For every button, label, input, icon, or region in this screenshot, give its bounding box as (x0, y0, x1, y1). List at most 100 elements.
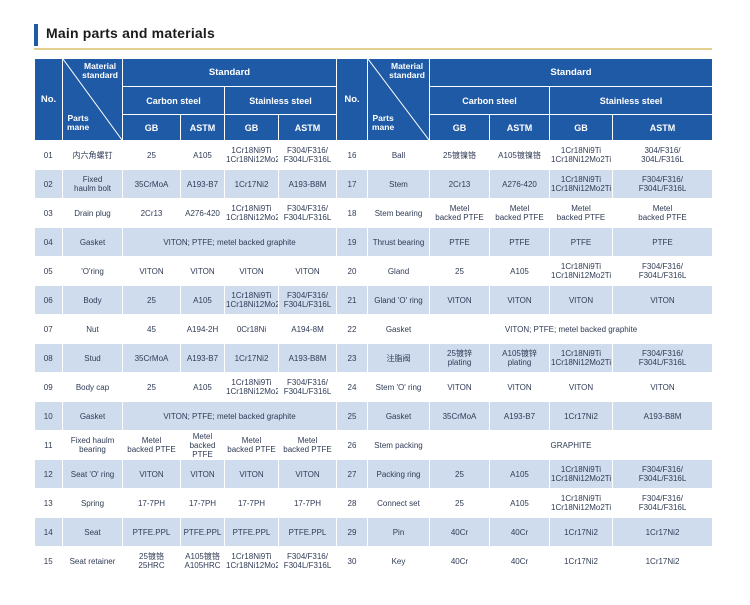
part-number: 14 (34, 517, 63, 547)
page-title: Main parts and materials (46, 25, 215, 41)
material-merged: VITON; PTFE; metel backed graphite (122, 227, 337, 257)
material-carbon-gb: PTFE.PPL (122, 517, 181, 547)
material-carbon-gb: 25镀镍铬 (429, 140, 490, 170)
part-name: Pin (367, 517, 430, 547)
diagonal-line (63, 59, 122, 140)
material-carbon-gb: VITON (429, 285, 490, 315)
material-stainless-astm: F304/F316/ F304L/F316L (612, 343, 713, 373)
part-number: 08 (34, 343, 63, 373)
material-carbon-astm: VITON (180, 256, 225, 286)
part-number: 25 (336, 401, 368, 431)
material-stainless-gb: Metel backed PTFE (224, 430, 279, 460)
material-carbon-astm: A194-2H (180, 314, 225, 344)
material-stainless-astm: VITON (612, 285, 713, 315)
material-carbon-astm: A105镀镍铬 (489, 140, 550, 170)
material-stainless-astm: A193-B8M (612, 401, 713, 431)
material-stainless-astm: A193-B8M (278, 169, 337, 199)
material-carbon-gb: 35CrMoA (122, 169, 181, 199)
material-stainless-gb: 1Cr18Ni9Ti 1Cr18Ni12Mo2Ti (549, 459, 613, 489)
material-stainless-astm: F304/F316/ F304L/F316L (278, 546, 337, 576)
diagonal-line (368, 59, 429, 140)
part-number: 20 (336, 256, 368, 286)
material-stainless-astm: A193-B8M (278, 343, 337, 373)
part-number: 22 (336, 314, 368, 344)
material-merged: VITON; PTFE; metel backed graphite (122, 401, 337, 431)
part-number: 11 (34, 430, 63, 460)
table-row: 04 Gasket VITON; PTFE; metel backed graphi… (34, 227, 713, 257)
material-carbon-astm: PTFE (489, 227, 550, 257)
table-row: 08 Stud 35CrMoA A193-B7 1Cr17Ni2 A193-B8M 23 注脂… (34, 343, 713, 373)
table-row: 13 Spring 17-7PH 17-7PH 17-7PH 17-7PH 28 Connec… (34, 488, 713, 518)
part-name: 内六角螺钉 (62, 140, 123, 170)
part-number: 29 (336, 517, 368, 547)
title-accent-bar (34, 24, 38, 46)
material-carbon-astm: A105 (180, 285, 225, 315)
material-carbon-astm: A105 (489, 256, 550, 286)
part-name: Drain plug (62, 198, 123, 228)
part-number: 24 (336, 372, 368, 402)
table-row: 02 Fixed haulm bolt 35CrMoA A193-B7 1Cr17Ni2… (34, 169, 713, 199)
material-carbon-astm: A105镀锌 plating (489, 343, 550, 373)
material-carbon-astm: A193-B7 (489, 401, 550, 431)
table-row: 11 Fixed haulm bearing Metel backed PTFE Me… (34, 430, 713, 460)
header-astm: ASTM (612, 114, 713, 141)
header-material-standard: Material standard (82, 61, 118, 80)
material-carbon-gb: Metel backed PTFE (122, 430, 181, 460)
material-stainless-astm: PTFE.PPL (278, 517, 337, 547)
material-carbon-gb: 25 (429, 256, 490, 286)
material-stainless-gb: 17-7PH (224, 488, 279, 518)
section-header: Main parts and materials (34, 24, 712, 50)
material-stainless-gb: PTFE.PPL (224, 517, 279, 547)
part-name: Stem 'O' ring (367, 372, 430, 402)
part-number: 27 (336, 459, 368, 489)
header-gb: GB (549, 114, 613, 141)
material-carbon-astm: A276-420 (180, 198, 225, 228)
table-row: 12 Seat 'O' ring VITON VITON VITON VITON 27 Pac… (34, 459, 713, 489)
part-number: 05 (34, 256, 63, 286)
header-material-standard: Material standard (389, 61, 425, 80)
header-gb: GB (224, 114, 279, 141)
material-carbon-astm: Metel backed PTFE (180, 430, 225, 460)
part-name: Spring (62, 488, 123, 518)
material-stainless-gb: 1Cr18Ni9Ti 1Cr18Ni12Mo2Ti (549, 488, 613, 518)
material-stainless-gb: 1Cr18Ni9Ti 1Cr18Ni12Mo2Ti (549, 140, 613, 170)
part-name: Connect set (367, 488, 430, 518)
material-carbon-astm: VITON (180, 459, 225, 489)
table-row: 14 Seat PTFE.PPL PTFE.PPL PTFE.PPL PTFE.PPL 29… (34, 517, 713, 547)
table-row: 10 Gasket VITON; PTFE; metel backed graphi… (34, 401, 713, 431)
material-stainless-astm: F304/F316/ F304L/F316L (612, 169, 713, 199)
part-name: Seat retainer (62, 546, 123, 576)
part-name: Gasket (62, 227, 123, 257)
part-number: 15 (34, 546, 63, 576)
part-name: Body (62, 285, 123, 315)
material-stainless-gb: 1Cr18Ni9Ti 1Cr18Ni12Mo2Ti (224, 285, 279, 315)
table-row: 03 Drain plug 2Cr13 A276-420 1Cr18Ni9Ti 1Cr1… (34, 198, 713, 228)
part-number: 10 (34, 401, 63, 431)
material-stainless-gb: 1Cr17Ni2 (224, 169, 279, 199)
material-carbon-astm: A193-B7 (180, 169, 225, 199)
material-stainless-astm: Metel backed PTFE (278, 430, 337, 460)
header-gb: GB (122, 114, 181, 141)
material-carbon-astm: PTFE.PPL (180, 517, 225, 547)
header-standard: Standard (122, 58, 337, 87)
part-number: 07 (34, 314, 63, 344)
material-stainless-astm: F304/F316/ F304L/F316L (612, 488, 713, 518)
part-number: 02 (34, 169, 63, 199)
part-name: Gland (367, 256, 430, 286)
material-stainless-gb: 1Cr18Ni9Ti 1Cr18Ni12Mo2Ti (224, 140, 279, 170)
material-merged: VITON; PTFE; metel backed graphite (429, 314, 713, 344)
header-stainless-steel-right: Stainless steel (549, 86, 713, 115)
material-carbon-gb: 25 (122, 285, 181, 315)
material-carbon-gb: 17-7PH (122, 488, 181, 518)
part-number: 09 (34, 372, 63, 402)
table-row: 15 Seat retainer 25镀铬 25HRC A105镀铬 A105HRC 1… (34, 546, 713, 576)
header-diagonal-cell-right: Material standard Parts mane (367, 58, 430, 141)
material-stainless-astm: 1Cr17Ni2 (612, 546, 713, 576)
material-carbon-gb: 25 (429, 488, 490, 518)
material-carbon-gb: 25 (122, 372, 181, 402)
material-stainless-gb: VITON (224, 256, 279, 286)
material-stainless-astm: F304/F316/ F304L/F316L (278, 285, 337, 315)
material-stainless-astm: 17-7PH (278, 488, 337, 518)
